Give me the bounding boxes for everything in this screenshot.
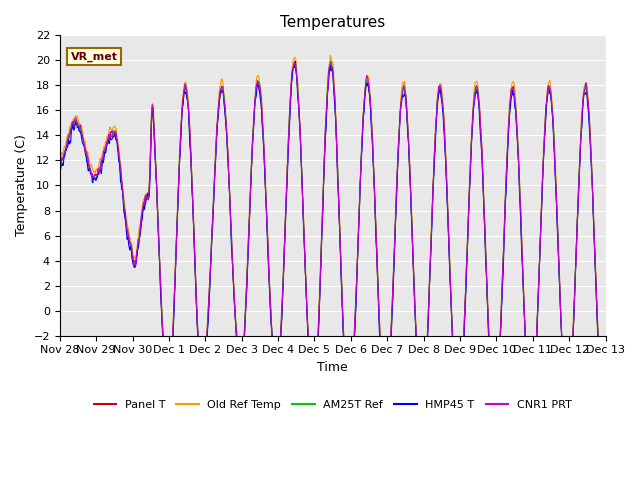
CNR1 PRT	[595, 347, 603, 353]
Old Ref Temp	[462, 280, 470, 286]
Y-axis label: Temperature (C): Temperature (C)	[15, 134, 28, 237]
Old Ref Temp	[318, 216, 326, 222]
Old Ref Temp	[595, 351, 603, 357]
AM25T Ref	[141, 194, 149, 200]
AM25T Ref	[328, 60, 335, 65]
Old Ref Temp	[141, 193, 149, 199]
Line: Panel T: Panel T	[60, 61, 605, 410]
AM25T Ref	[318, 219, 326, 225]
CNR1 PRT	[601, 409, 609, 415]
HMP45 T	[595, 358, 603, 363]
HMP45 T	[453, 411, 461, 417]
CNR1 PRT	[56, 158, 63, 164]
Panel T	[308, 378, 316, 384]
AM25T Ref	[56, 159, 63, 165]
CNR1 PRT	[141, 194, 149, 200]
Text: VR_met: VR_met	[70, 51, 118, 61]
AM25T Ref	[602, 402, 609, 408]
Old Ref Temp	[326, 53, 334, 59]
Old Ref Temp	[56, 155, 63, 161]
Panel T	[327, 58, 335, 64]
Panel T	[141, 198, 149, 204]
AM25T Ref	[595, 358, 603, 363]
Title: Temperatures: Temperatures	[280, 15, 385, 30]
AM25T Ref	[542, 110, 550, 116]
Old Ref Temp	[602, 395, 609, 401]
HMP45 T	[291, 58, 299, 64]
Line: HMP45 T: HMP45 T	[60, 61, 605, 414]
Line: AM25T Ref: AM25T Ref	[60, 62, 605, 409]
Panel T	[318, 217, 326, 223]
X-axis label: Time: Time	[317, 361, 348, 374]
Panel T	[56, 161, 63, 167]
AM25T Ref	[455, 407, 463, 412]
Panel T	[527, 407, 534, 413]
CNR1 PRT	[602, 406, 609, 411]
Panel T	[595, 356, 603, 362]
Panel T	[461, 293, 469, 299]
Panel T	[602, 407, 609, 412]
AM25T Ref	[462, 284, 470, 290]
AM25T Ref	[308, 378, 316, 384]
CNR1 PRT	[291, 59, 298, 65]
HMP45 T	[56, 163, 63, 169]
Old Ref Temp	[542, 106, 550, 112]
Line: Old Ref Temp: Old Ref Temp	[60, 56, 605, 403]
CNR1 PRT	[541, 111, 549, 117]
CNR1 PRT	[319, 209, 326, 215]
HMP45 T	[602, 404, 609, 410]
Panel T	[542, 113, 550, 119]
CNR1 PRT	[308, 378, 316, 384]
CNR1 PRT	[461, 292, 469, 298]
Line: CNR1 PRT: CNR1 PRT	[60, 62, 605, 412]
HMP45 T	[462, 290, 470, 296]
Old Ref Temp	[419, 400, 426, 406]
HMP45 T	[542, 113, 550, 119]
HMP45 T	[141, 202, 149, 208]
HMP45 T	[319, 219, 326, 225]
HMP45 T	[308, 383, 316, 388]
Legend: Panel T, Old Ref Temp, AM25T Ref, HMP45 T, CNR1 PRT: Panel T, Old Ref Temp, AM25T Ref, HMP45 …	[89, 395, 576, 414]
Old Ref Temp	[308, 372, 316, 378]
